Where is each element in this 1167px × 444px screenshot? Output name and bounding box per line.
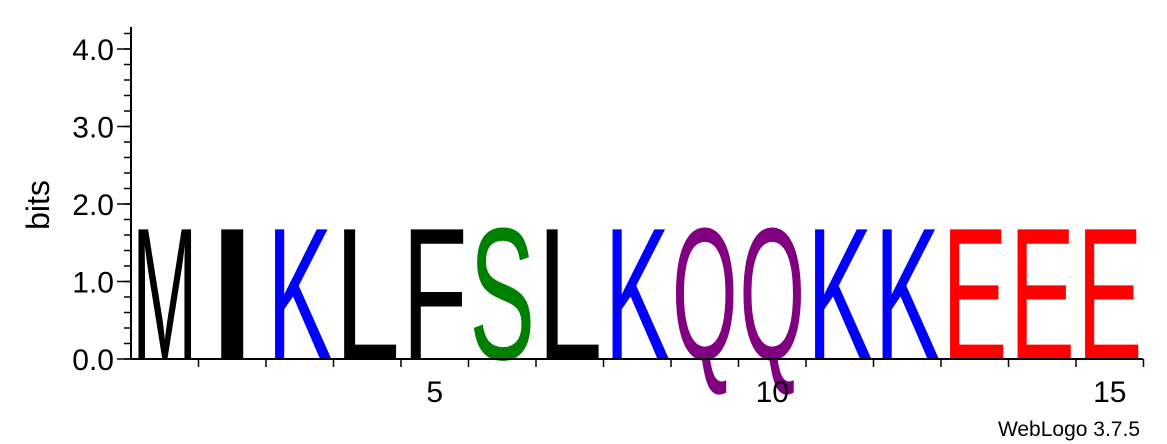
logo-letter-l-pos-4: L — [335, 190, 400, 400]
logo-letter-e-pos-13: E — [942, 188, 1007, 399]
y-tick-label: 2.0 — [72, 189, 114, 222]
logo-letter-k-pos-11: K — [807, 188, 872, 399]
y-axis-title: bits — [20, 180, 56, 230]
logo-letter-m-pos-1: M — [132, 188, 197, 399]
axes-layer — [130, 27, 1143, 360]
logo-letter-f-pos-5: F — [402, 189, 467, 399]
y-ticks: 0.0 1.0 2.0 3.0 4.0 — [72, 32, 131, 377]
x-ticks: 5 10 15 — [197, 359, 1145, 409]
y-tick-label: 0.0 — [72, 344, 114, 377]
logo-letter-s-pos-6: S — [470, 188, 535, 399]
y-tick-label: 4.0 — [72, 34, 114, 67]
logo-letter-q-pos-9: Q — [672, 189, 737, 399]
weblogo-credit: WebLogo 3.7.5 — [998, 418, 1140, 441]
y-tick-label: 3.0 — [72, 112, 114, 145]
logo-letter-l-pos-7: L — [537, 190, 602, 400]
logo-letter-i-pos-2: I — [200, 189, 265, 399]
logo-letter-e-pos-14: E — [1010, 188, 1075, 399]
logo-letter-k-pos-12: K — [875, 188, 940, 399]
x-tick-label: 15 — [1093, 376, 1126, 409]
x-tick-label: 5 — [426, 376, 443, 409]
logo-letter-q-pos-10: Q — [740, 189, 805, 399]
logo-letter-k-pos-3: K — [267, 188, 332, 399]
x-tick-label: 10 — [756, 376, 789, 409]
logo-letter-k-pos-8: K — [605, 188, 670, 399]
y-tick-label: 1.0 — [72, 267, 114, 300]
logo-letter-e-pos-15: E — [1077, 188, 1142, 399]
